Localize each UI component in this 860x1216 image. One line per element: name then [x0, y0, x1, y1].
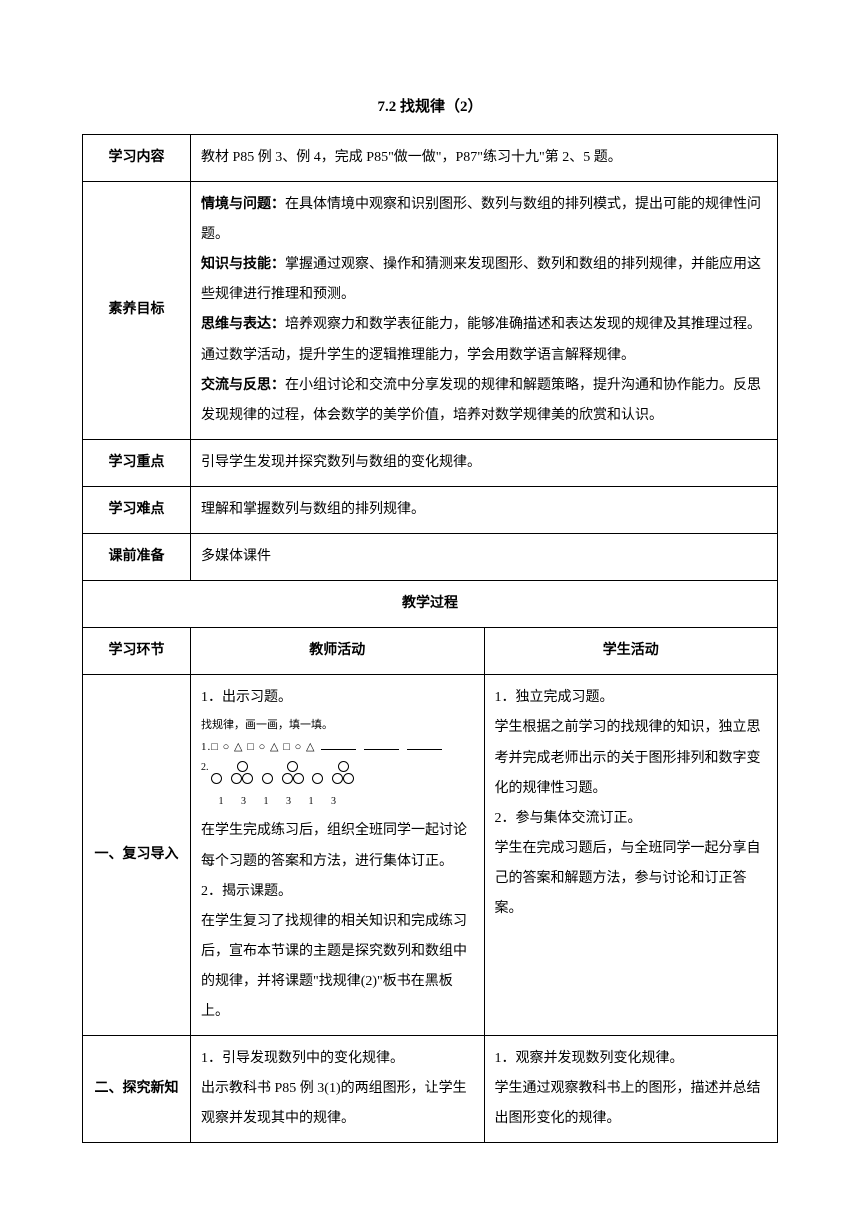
teacher-line: 出示教科书 P85 例 3(1)的两组图形，让学生观察并发现其中的规律。 [201, 1074, 474, 1134]
phase-label: 一、复习导入 [83, 675, 191, 1036]
shape-pattern-row: 1.□ ○ △ □ ○ △ □ ○ △ [201, 739, 474, 757]
table-row: 一、复习导入 1．出示习题。 找规律，画一画，填一填。 1.□ ○ △ □ ○ … [83, 675, 778, 1036]
row-label: 学习难点 [83, 486, 191, 533]
ex-prefix: 2. [201, 762, 209, 773]
para-text: 在具体情境中观察和识别图形、数列与数组的排列模式，提出可能的规律性问题。 [201, 197, 761, 242]
phase-label: 二、探究新知 [83, 1036, 191, 1143]
table-row: 教学过程 [83, 581, 778, 628]
table-row: 学习难点 理解和掌握数列与数组的排列规律。 [83, 486, 778, 533]
row-content: 教材 P85 例 3、例 4，完成 P85"做一做"，P87"练习十九"第 2、… [191, 135, 778, 182]
row-label: 素养目标 [83, 182, 191, 440]
circle-icon [312, 773, 323, 784]
teacher-line: 1．引导发现数列中的变化规律。 [201, 1044, 474, 1074]
exercise-caption: 找规律，画一画，填一填。 [201, 717, 474, 735]
circle-group [231, 761, 253, 789]
teacher-line: 1．出示习题。 [201, 683, 474, 713]
row-label: 学习重点 [83, 439, 191, 486]
row-content: 多媒体课件 [191, 534, 778, 581]
student-line: 1．独立完成习题。 [495, 683, 768, 713]
number-label: 3 [234, 791, 254, 813]
circle-icon [237, 761, 248, 772]
table-row: 课前准备 多媒体课件 [83, 534, 778, 581]
student-line: 学生在完成习题后，与全班同学一起分享自己的答案和解题方法，参与讨论和订正答案。 [495, 834, 768, 924]
student-line: 2．参与集体交流订正。 [495, 804, 768, 834]
table-row: 二、探究新知 1．引导发现数列中的变化规律。 出示教科书 P85 例 3(1)的… [83, 1036, 778, 1143]
row-label: 课前准备 [83, 534, 191, 581]
row-content: 理解和掌握数列与数组的排列规律。 [191, 486, 778, 533]
ex-prefix: 1. [201, 741, 211, 753]
circle-icon [343, 773, 354, 784]
student-line: 1．观察并发现数列变化规律。 [495, 1044, 768, 1074]
circle-icon [332, 773, 343, 784]
blank-line [364, 741, 399, 750]
table-row: 素养目标 情境与问题：在具体情境中观察和识别图形、数列与数组的排列模式，提出可能… [83, 182, 778, 440]
para-text: 通过数学活动，提升学生的逻辑推理能力，学会用数学语言解释规律。 [201, 348, 635, 363]
row-label: 学习内容 [83, 135, 191, 182]
circle-icon [293, 773, 304, 784]
para-bold: 情境与问题： [201, 197, 285, 212]
section-header: 教学过程 [83, 581, 778, 628]
circle-icon [211, 773, 222, 784]
para-text: 掌握通过观察、操作和猜测来发现图形、数列和数组的排列规律，并能应用这些规律进行推… [201, 257, 761, 302]
student-line: 学生通过观察教科书上的图形，描述并总结出图形变化的规律。 [495, 1074, 768, 1134]
para-bold: 知识与技能： [201, 257, 285, 272]
teacher-line: 2．揭示课题。 [201, 877, 474, 907]
number-label: 3 [279, 791, 299, 813]
teacher-line: 在学生完成练习后，组织全班同学一起讨论每个习题的答案和方法，进行集体订正。 [201, 816, 474, 876]
row-content: 引导学生发现并探究数列与数组的变化规律。 [191, 439, 778, 486]
student-line: 学生根据之前学习的找规律的知识，独立思考并完成老师出示的关于图形排列和数字变化的… [495, 713, 768, 803]
table-row: 学习重点 引导学生发现并探究数列与数组的变化规律。 [83, 439, 778, 486]
student-activity: 1．观察并发现数列变化规律。 学生通过观察教科书上的图形，描述并总结出图形变化的… [484, 1036, 778, 1143]
circle-icon [338, 761, 349, 772]
circle-group [211, 761, 222, 789]
circle-icon [231, 773, 242, 784]
number-label: 1 [211, 791, 231, 813]
circle-icon [242, 773, 253, 784]
blank-line [407, 741, 442, 750]
para-text: 在小组讨论和交流中分享发现的规律和解题策略，提升沟通和协作能力。反思发现规律的过… [201, 378, 761, 423]
circle-icon [262, 773, 273, 784]
col-header-teacher: 教师活动 [191, 628, 485, 675]
teacher-activity: 1．引导发现数列中的变化规律。 出示教科书 P85 例 3(1)的两组图形，让学… [191, 1036, 485, 1143]
table-row: 学习内容 教材 P85 例 3、例 4，完成 P85"做一做"，P87"练习十九… [83, 135, 778, 182]
col-header-student: 学生活动 [484, 628, 778, 675]
circle-group [312, 761, 323, 789]
shape-sequence: □ ○ △ □ ○ △ □ ○ △ [211, 741, 315, 753]
table-row: 学习环节 教师活动 学生活动 [83, 628, 778, 675]
circle-icon [282, 773, 293, 784]
circle-pattern-row: 2. [201, 761, 474, 789]
teacher-activity: 1．出示习题。 找规律，画一画，填一填。 1.□ ○ △ □ ○ △ □ ○ △… [191, 675, 485, 1036]
number-label-row: 1 3 1 3 1 3 [201, 791, 474, 813]
col-header-phase: 学习环节 [83, 628, 191, 675]
page-title: 7.2 找规律（2） [82, 95, 778, 116]
para-bold: 思维与表达： [201, 317, 285, 332]
lesson-plan-table: 学习内容 教材 P85 例 3、例 4，完成 P85"做一做"，P87"练习十九… [82, 134, 778, 1143]
student-activity: 1．独立完成习题。 学生根据之前学习的找规律的知识，独立思考并完成老师出示的关于… [484, 675, 778, 1036]
circle-group [282, 761, 304, 789]
para-bold: 交流与反思： [201, 378, 285, 393]
circle-group [262, 761, 273, 789]
para-text: 培养观察力和数学表征能力，能够准确描述和表达发现的规律及其推理过程。 [285, 317, 761, 332]
row-content: 情境与问题：在具体情境中观察和识别图形、数列与数组的排列模式，提出可能的规律性问… [191, 182, 778, 440]
number-label: 1 [256, 791, 276, 813]
blank-line [321, 741, 356, 750]
number-label: 1 [301, 791, 321, 813]
number-label: 3 [324, 791, 344, 813]
circle-icon [287, 761, 298, 772]
teacher-line: 在学生复习了找规律的相关知识和完成练习后，宣布本节课的主题是探究数列和数组中的规… [201, 907, 474, 1027]
circle-group [332, 761, 354, 789]
